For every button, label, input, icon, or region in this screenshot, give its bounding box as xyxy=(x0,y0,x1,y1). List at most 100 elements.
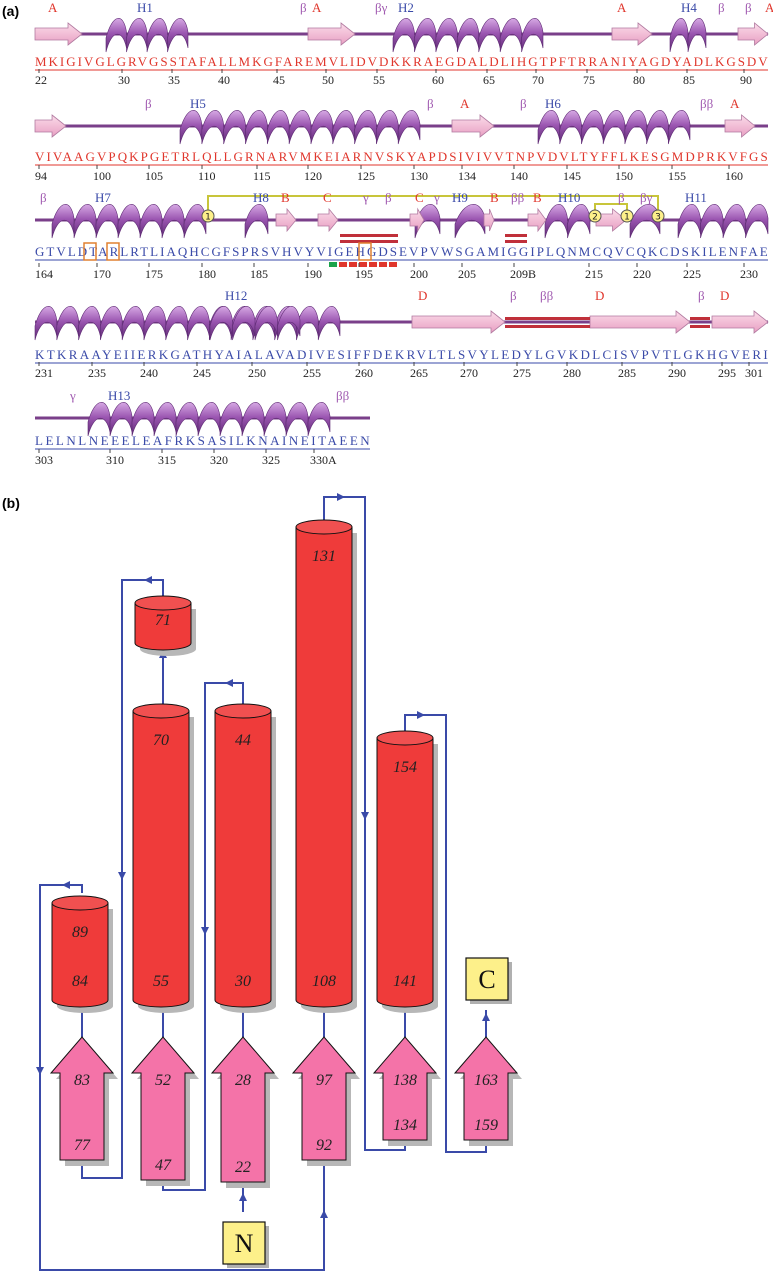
strand-arrow xyxy=(589,310,691,334)
disulfide-mark: 1 xyxy=(620,209,634,223)
strand-arrow xyxy=(737,22,769,46)
strand-arrow-topology: 83 77 xyxy=(49,1036,118,1166)
residue-number: 270 xyxy=(460,366,478,380)
residue-number: 90 xyxy=(740,73,752,87)
ss-label: H2 xyxy=(398,0,414,15)
strand-start-label: 47 xyxy=(155,1157,172,1174)
ss-label: H7 xyxy=(95,190,111,205)
ss-label: H12 xyxy=(225,288,247,303)
residue-number: 80 xyxy=(633,73,645,87)
sequence-text: VIVAAGVPQKPGETRLQLLGRNARVMKEIARNVSKYAPDS… xyxy=(35,149,768,164)
residue-number: 220 xyxy=(633,267,651,281)
helix-start-label: 89 xyxy=(72,924,88,941)
helix-ribbon xyxy=(677,204,769,239)
ss-label: β xyxy=(745,0,752,15)
helix-cylinder: 44 30 xyxy=(214,703,276,1013)
ss-label: β xyxy=(300,0,307,15)
topology-connectors xyxy=(39,496,487,1271)
ss-label: ββ xyxy=(700,96,714,111)
residue-number: 60 xyxy=(432,73,444,87)
residue-number: 45 xyxy=(273,73,285,87)
helix-ribbon xyxy=(105,18,189,53)
sequence-row-2: VIVAAGVPQKPGETRLQLLGRNARVMKEIARNVSKYAPDS… xyxy=(34,96,768,183)
residue-number: 209B xyxy=(510,267,536,281)
strand-arrow xyxy=(595,208,627,232)
helix-ribbon xyxy=(244,204,269,239)
helix-ribbon xyxy=(537,110,691,145)
residue-number: 260 xyxy=(355,366,373,380)
strand-arrow xyxy=(409,207,425,233)
residue-number: 240 xyxy=(140,366,158,380)
ss-label: D xyxy=(595,288,604,303)
strand-arrow-topology: 97 92 xyxy=(291,1036,360,1166)
ss-label: H11 xyxy=(685,190,707,205)
strand-arrow xyxy=(275,207,297,233)
ss-label: γ xyxy=(362,190,369,205)
ss-label: D xyxy=(720,288,729,303)
helix-cylinder: 70 55 xyxy=(132,703,194,1013)
helix-ribbon xyxy=(51,204,207,239)
residue-number: 280 xyxy=(563,366,581,380)
ss-label: A xyxy=(765,0,773,15)
residue-number: 225 xyxy=(683,267,701,281)
sequence-row-4: KTKRAAYEIIERKGATHYAIALAVADIVESIFFDEKRVLT… xyxy=(34,288,769,380)
residue-number: 180 xyxy=(198,267,216,281)
active-site-markers xyxy=(329,262,397,267)
residue-number: 185 xyxy=(250,267,268,281)
sequence-row-3: 1 2 1 3 GTVLDTARLRTLIAQHCGFSPRSVHVYVIGEHGDS… xyxy=(35,190,769,281)
strand-arrow xyxy=(34,22,83,46)
beta-bridge-lines xyxy=(340,234,527,243)
ss-label: H5 xyxy=(190,96,206,111)
ss-label: H10 xyxy=(558,190,580,205)
ss-label: β xyxy=(718,0,725,15)
ss-label: β xyxy=(698,288,705,303)
helix-cylinder: 89 84 xyxy=(51,895,113,1013)
helix-start-label: 71 xyxy=(155,612,171,629)
sequence-row-5: LELNLNEEELEAFRKSASILKNAINEITAEEN γ H13 ββ … xyxy=(35,388,370,467)
strand-arrow xyxy=(724,114,756,138)
ss-label: H13 xyxy=(108,388,130,403)
residue-number: 230 xyxy=(740,267,758,281)
ss-label: β xyxy=(427,96,434,111)
strand-arrow xyxy=(317,207,339,233)
ss-label: C xyxy=(323,190,332,205)
disulfide-mark: 1 xyxy=(201,209,215,223)
ss-label: D xyxy=(418,288,427,303)
disulfide-mark: 2 xyxy=(588,209,602,223)
strand-arrow-topology: 52 47 xyxy=(130,1036,199,1186)
residue-number: 320 xyxy=(210,453,228,467)
helix-end-label: 30 xyxy=(234,973,251,990)
strand-end-label: 28 xyxy=(235,1072,251,1089)
residue-number: 175 xyxy=(145,267,163,281)
helix-end-label: 141 xyxy=(393,973,417,990)
strand-arrow xyxy=(411,310,506,334)
strand-end-label: 138 xyxy=(393,1072,417,1089)
residue-number: 50 xyxy=(322,73,334,87)
residue-number: 285 xyxy=(618,366,636,380)
residue-number: 195 xyxy=(355,267,373,281)
ss-label: γ xyxy=(69,388,76,403)
strand-arrow xyxy=(527,207,547,233)
residue-number: 125 xyxy=(357,169,375,183)
sequence-row-1: MKIGIVGLGRVGSSTAFALLMKGFAREMVLIDVDKKRAEG… xyxy=(34,0,773,87)
residue-number: 85 xyxy=(683,73,695,87)
helix-cylinder: 131 108 xyxy=(295,519,357,1013)
strand-end-label: 97 xyxy=(316,1072,333,1089)
residue-number: 105 xyxy=(145,169,163,183)
residue-number: 303 xyxy=(35,453,53,467)
helix-ribbon xyxy=(209,306,301,341)
ss-label: β xyxy=(510,288,517,303)
c-terminus-label: C xyxy=(478,965,495,994)
ss-label: ββ xyxy=(336,388,350,403)
residue-number: 150 xyxy=(615,169,633,183)
strand-arrow-topology: 28 22 xyxy=(210,1036,279,1188)
sequence-text: GTVLDTARLRTLIAQHCGFSPRSVHVYVIGEHGDSEVPVW… xyxy=(35,244,768,259)
ss-label: H4 xyxy=(681,0,697,15)
ss-label: A xyxy=(730,96,740,111)
residue-number: 94 xyxy=(35,169,47,183)
helix-ribbon xyxy=(544,204,591,239)
strand-arrow xyxy=(611,22,653,46)
ss-label: H1 xyxy=(137,0,153,15)
residue-number: 290 xyxy=(668,366,686,380)
